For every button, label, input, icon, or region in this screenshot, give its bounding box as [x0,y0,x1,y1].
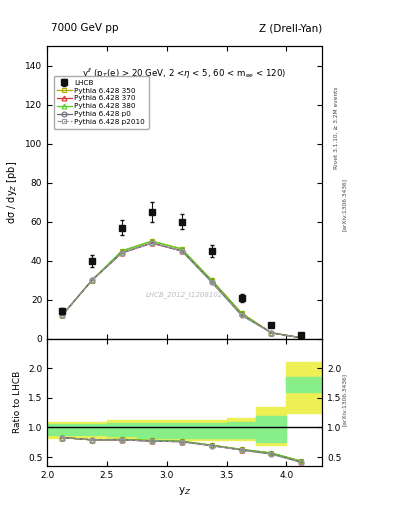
Pythia 6.428 380 [299,335,304,341]
Pythia 6.428 350 [90,277,94,283]
Pythia 6.428 350 [299,335,304,341]
Pythia 6.428 350 [269,330,274,336]
Pythia 6.428 380 [209,277,214,283]
Text: [arXiv:1306.3436]: [arXiv:1306.3436] [342,178,346,231]
Pythia 6.428 380 [60,312,64,318]
Pythia 6.428 p0 [119,250,124,256]
Pythia 6.428 370 [299,335,304,341]
Pythia 6.428 p0 [239,312,244,318]
Pythia 6.428 350 [179,246,184,252]
Line: Pythia 6.428 350: Pythia 6.428 350 [60,239,304,340]
Text: [arXiv:1306.3436]: [arXiv:1306.3436] [342,373,346,426]
Pythia 6.428 380 [239,310,244,316]
Pythia 6.428 370 [149,240,154,246]
Pythia 6.428 370 [119,250,124,256]
Y-axis label: dσ / dy$_Z$ [pb]: dσ / dy$_Z$ [pb] [6,161,20,224]
Pythia 6.428 p0 [90,277,94,283]
Text: LHCB_2012_I1208102: LHCB_2012_I1208102 [146,291,223,298]
Legend: LHCB, Pythia 6.428 350, Pythia 6.428 370, Pythia 6.428 380, Pythia 6.428 p0, Pyt: LHCB, Pythia 6.428 350, Pythia 6.428 370… [53,76,149,129]
Line: Pythia 6.428 380: Pythia 6.428 380 [60,239,304,340]
Y-axis label: Ratio to LHCB: Ratio to LHCB [13,371,22,434]
X-axis label: y$_Z$: y$_Z$ [178,485,191,497]
Pythia 6.428 p2010 [239,312,244,318]
Pythia 6.428 350 [119,248,124,254]
Pythia 6.428 370 [179,248,184,254]
Pythia 6.428 p0 [209,279,214,285]
Pythia 6.428 370 [209,277,214,283]
Pythia 6.428 p2010 [269,330,274,336]
Pythia 6.428 350 [149,238,154,244]
Pythia 6.428 p2010 [209,279,214,285]
Pythia 6.428 370 [60,312,64,318]
Pythia 6.428 p0 [299,335,304,341]
Pythia 6.428 p2010 [179,248,184,254]
Pythia 6.428 370 [269,330,274,336]
Pythia 6.428 p0 [179,248,184,254]
Text: y$^{ll}$ (p$_{T}$(e) > 20 GeV, 2 <$\eta$ < 5, 60 < m$_{ee}$ < 120): y$^{ll}$ (p$_{T}$(e) > 20 GeV, 2 <$\eta$… [83,67,287,81]
Line: Pythia 6.428 p2010: Pythia 6.428 p2010 [60,241,304,340]
Pythia 6.428 p2010 [60,312,64,318]
Pythia 6.428 p2010 [149,240,154,246]
Pythia 6.428 350 [209,277,214,283]
Pythia 6.428 380 [179,246,184,252]
Pythia 6.428 p2010 [299,335,304,341]
Pythia 6.428 380 [149,238,154,244]
Pythia 6.428 350 [239,310,244,316]
Pythia 6.428 350 [60,312,64,318]
Pythia 6.428 380 [90,277,94,283]
Text: Z (Drell-Yan): Z (Drell-Yan) [259,23,322,33]
Pythia 6.428 p0 [60,312,64,318]
Pythia 6.428 p0 [149,240,154,246]
Line: Pythia 6.428 370: Pythia 6.428 370 [60,241,304,340]
Text: Rivet 3.1.10, ≥ 3.2M events: Rivet 3.1.10, ≥ 3.2M events [334,87,338,169]
Line: Pythia 6.428 p0: Pythia 6.428 p0 [60,241,304,340]
Pythia 6.428 370 [239,310,244,316]
Pythia 6.428 370 [90,277,94,283]
Pythia 6.428 380 [119,248,124,254]
Pythia 6.428 p2010 [119,250,124,256]
Text: 7000 GeV pp: 7000 GeV pp [51,23,119,33]
Pythia 6.428 p2010 [90,277,94,283]
Pythia 6.428 p0 [269,330,274,336]
Pythia 6.428 380 [269,330,274,336]
